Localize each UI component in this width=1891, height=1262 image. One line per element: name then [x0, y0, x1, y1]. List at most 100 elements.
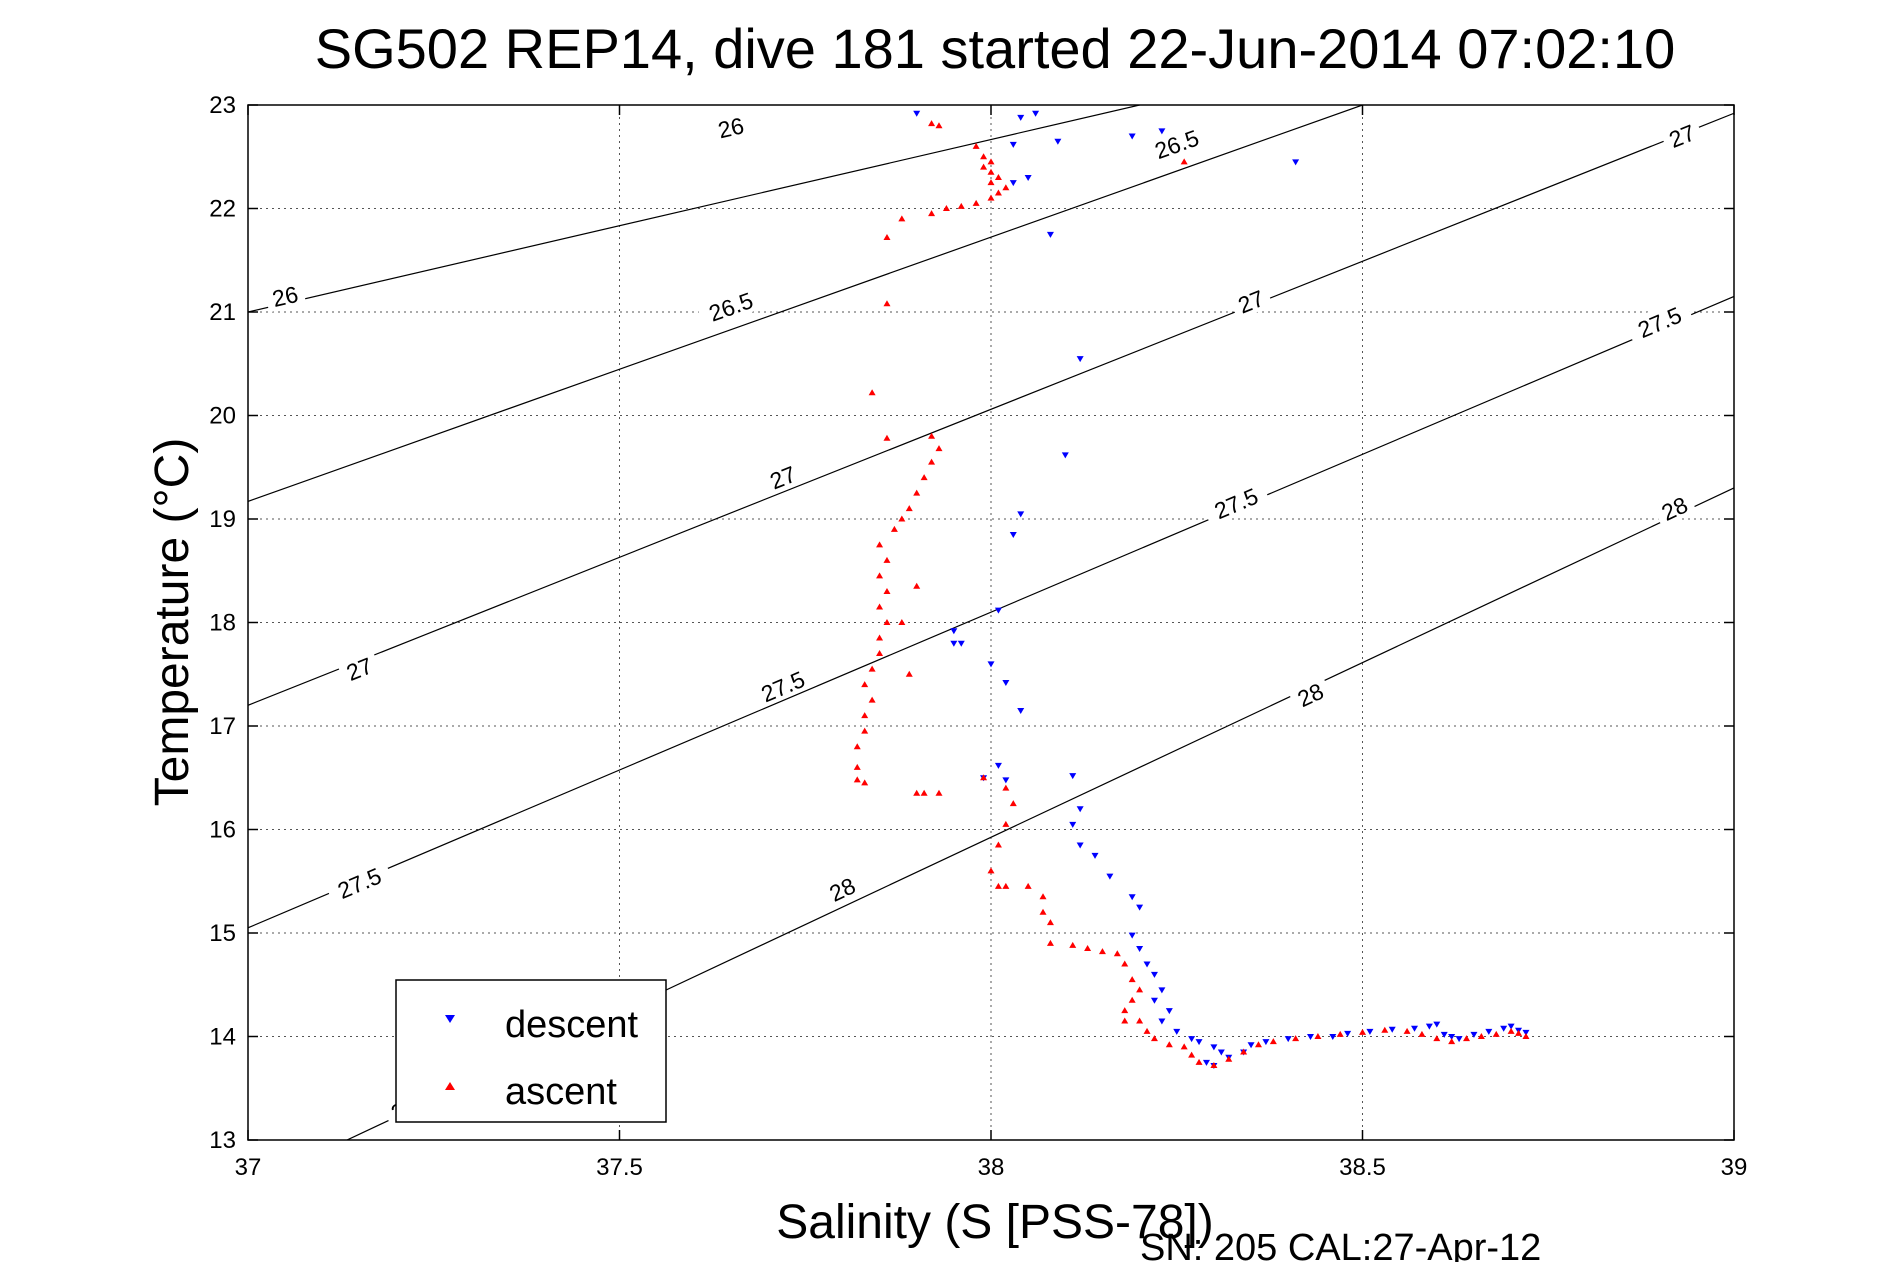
ascent-point	[972, 142, 980, 149]
ascent-point	[861, 779, 869, 786]
descent-point	[1247, 1042, 1255, 1049]
ascent-point	[883, 434, 891, 441]
descent-point	[957, 640, 965, 647]
descent-point	[1143, 961, 1151, 968]
legend-box	[395, 979, 667, 1123]
ascent-point	[1002, 882, 1010, 889]
descent-point	[1195, 1039, 1203, 1046]
descent-point	[1002, 680, 1010, 687]
descent-point	[1128, 894, 1136, 901]
ascent-point	[1128, 996, 1136, 1003]
ascent-point	[1292, 1035, 1300, 1042]
descent-point	[1091, 852, 1099, 859]
descent-point	[1202, 1059, 1210, 1066]
ascent-point	[1084, 945, 1092, 952]
legend-ascent-label: ascent	[505, 1071, 617, 1113]
descent-point	[1061, 452, 1069, 459]
ascent-point	[1225, 1055, 1233, 1062]
ascent-point	[1002, 820, 1010, 827]
contour-label-bg	[1141, 120, 1211, 167]
descent-point	[1054, 138, 1062, 145]
descent-point	[1009, 180, 1017, 187]
y-tick-label: 19	[209, 506, 236, 533]
contour-label: 27	[760, 457, 806, 496]
ascent-point	[1336, 1030, 1344, 1037]
calibration-footer: SN: 205 CAL:27-Apr-12	[1140, 1227, 1541, 1262]
descent-point	[1329, 1034, 1337, 1040]
descent-point	[1069, 821, 1077, 828]
ascent-point	[987, 867, 995, 874]
data-points	[853, 110, 1530, 1069]
descent-point	[1507, 1023, 1515, 1030]
ascent-point	[928, 432, 936, 439]
contour-label: 27.5	[324, 857, 394, 907]
density-contours	[248, 105, 1734, 1140]
ascent-point	[994, 882, 1002, 889]
descent-point	[1009, 532, 1017, 539]
ascent-point	[905, 670, 913, 677]
descent-point	[1017, 114, 1025, 121]
descent-point	[1284, 1036, 1292, 1043]
ascent-point	[928, 120, 936, 127]
contour-label-text: 26.5	[1151, 125, 1202, 164]
contour-label: 28	[1651, 487, 1697, 528]
isopycnal-27	[248, 112, 1734, 706]
contour-label-bg	[1651, 487, 1697, 528]
descent-point	[1017, 707, 1025, 714]
ascent-point	[1522, 1033, 1530, 1039]
legend: descent ascent	[395, 979, 667, 1123]
descent-point	[1433, 1021, 1441, 1028]
ascent-point	[876, 572, 884, 579]
descent-point	[1292, 159, 1300, 166]
contour-label-text: 26	[716, 112, 747, 143]
ascent-point	[1507, 1027, 1515, 1034]
y-tick-label: 21	[209, 299, 236, 326]
descent-point	[1425, 1023, 1433, 1030]
descent-point	[1158, 128, 1166, 135]
contour-label-text: 27.5	[334, 863, 385, 904]
ascent-point	[1240, 1048, 1248, 1055]
contour-label: 26	[709, 109, 753, 144]
contour-label-bg	[1201, 478, 1271, 528]
isopycnal-26.5	[248, 105, 1363, 502]
descent-point	[1032, 110, 1040, 117]
y-tick-label: 15	[209, 920, 236, 947]
ascent-point	[883, 619, 891, 625]
descent-point	[1158, 1018, 1166, 1025]
descent-point	[1150, 997, 1158, 1004]
ascent-point	[1477, 1033, 1485, 1039]
contour-label-bg	[760, 457, 806, 496]
ascent-point	[935, 789, 943, 796]
ascent-point	[1009, 800, 1017, 807]
ascent-point	[935, 445, 943, 452]
legend-descent-label: descent	[505, 1004, 639, 1046]
ascent-point	[1121, 1017, 1129, 1024]
ascent-point	[1121, 1007, 1129, 1014]
descent-point	[1388, 1026, 1396, 1033]
contour-label-text: 26.5	[706, 287, 757, 326]
contour-label: 27.5	[1201, 478, 1271, 528]
ascent-point	[1121, 960, 1129, 967]
contour-label-text: 27.5	[1634, 302, 1685, 343]
ascent-point	[1515, 1029, 1523, 1036]
ascent-point	[942, 205, 950, 211]
ascent-point	[861, 727, 869, 734]
ascent-point	[883, 556, 891, 563]
descent-point	[1136, 904, 1144, 911]
y-tick-label: 20	[209, 403, 236, 430]
ascent-point	[1180, 158, 1188, 165]
contour-label-bg	[263, 278, 307, 313]
contour-label: 27	[1659, 116, 1705, 155]
descent-point	[1136, 946, 1144, 953]
descent-point	[994, 762, 1002, 769]
y-tick-label: 16	[209, 817, 236, 844]
x-axis-label: Salinity (S [PSS-78])	[776, 1196, 1213, 1249]
ascent-point	[1136, 986, 1144, 993]
descent-point	[994, 607, 1002, 614]
descent-point	[1485, 1028, 1493, 1035]
ascent-point	[905, 505, 913, 512]
contour-label-bg	[1659, 116, 1705, 155]
ascent-point	[1039, 893, 1047, 900]
contour-label-bg	[709, 109, 753, 144]
contour-label: 28	[819, 868, 865, 909]
